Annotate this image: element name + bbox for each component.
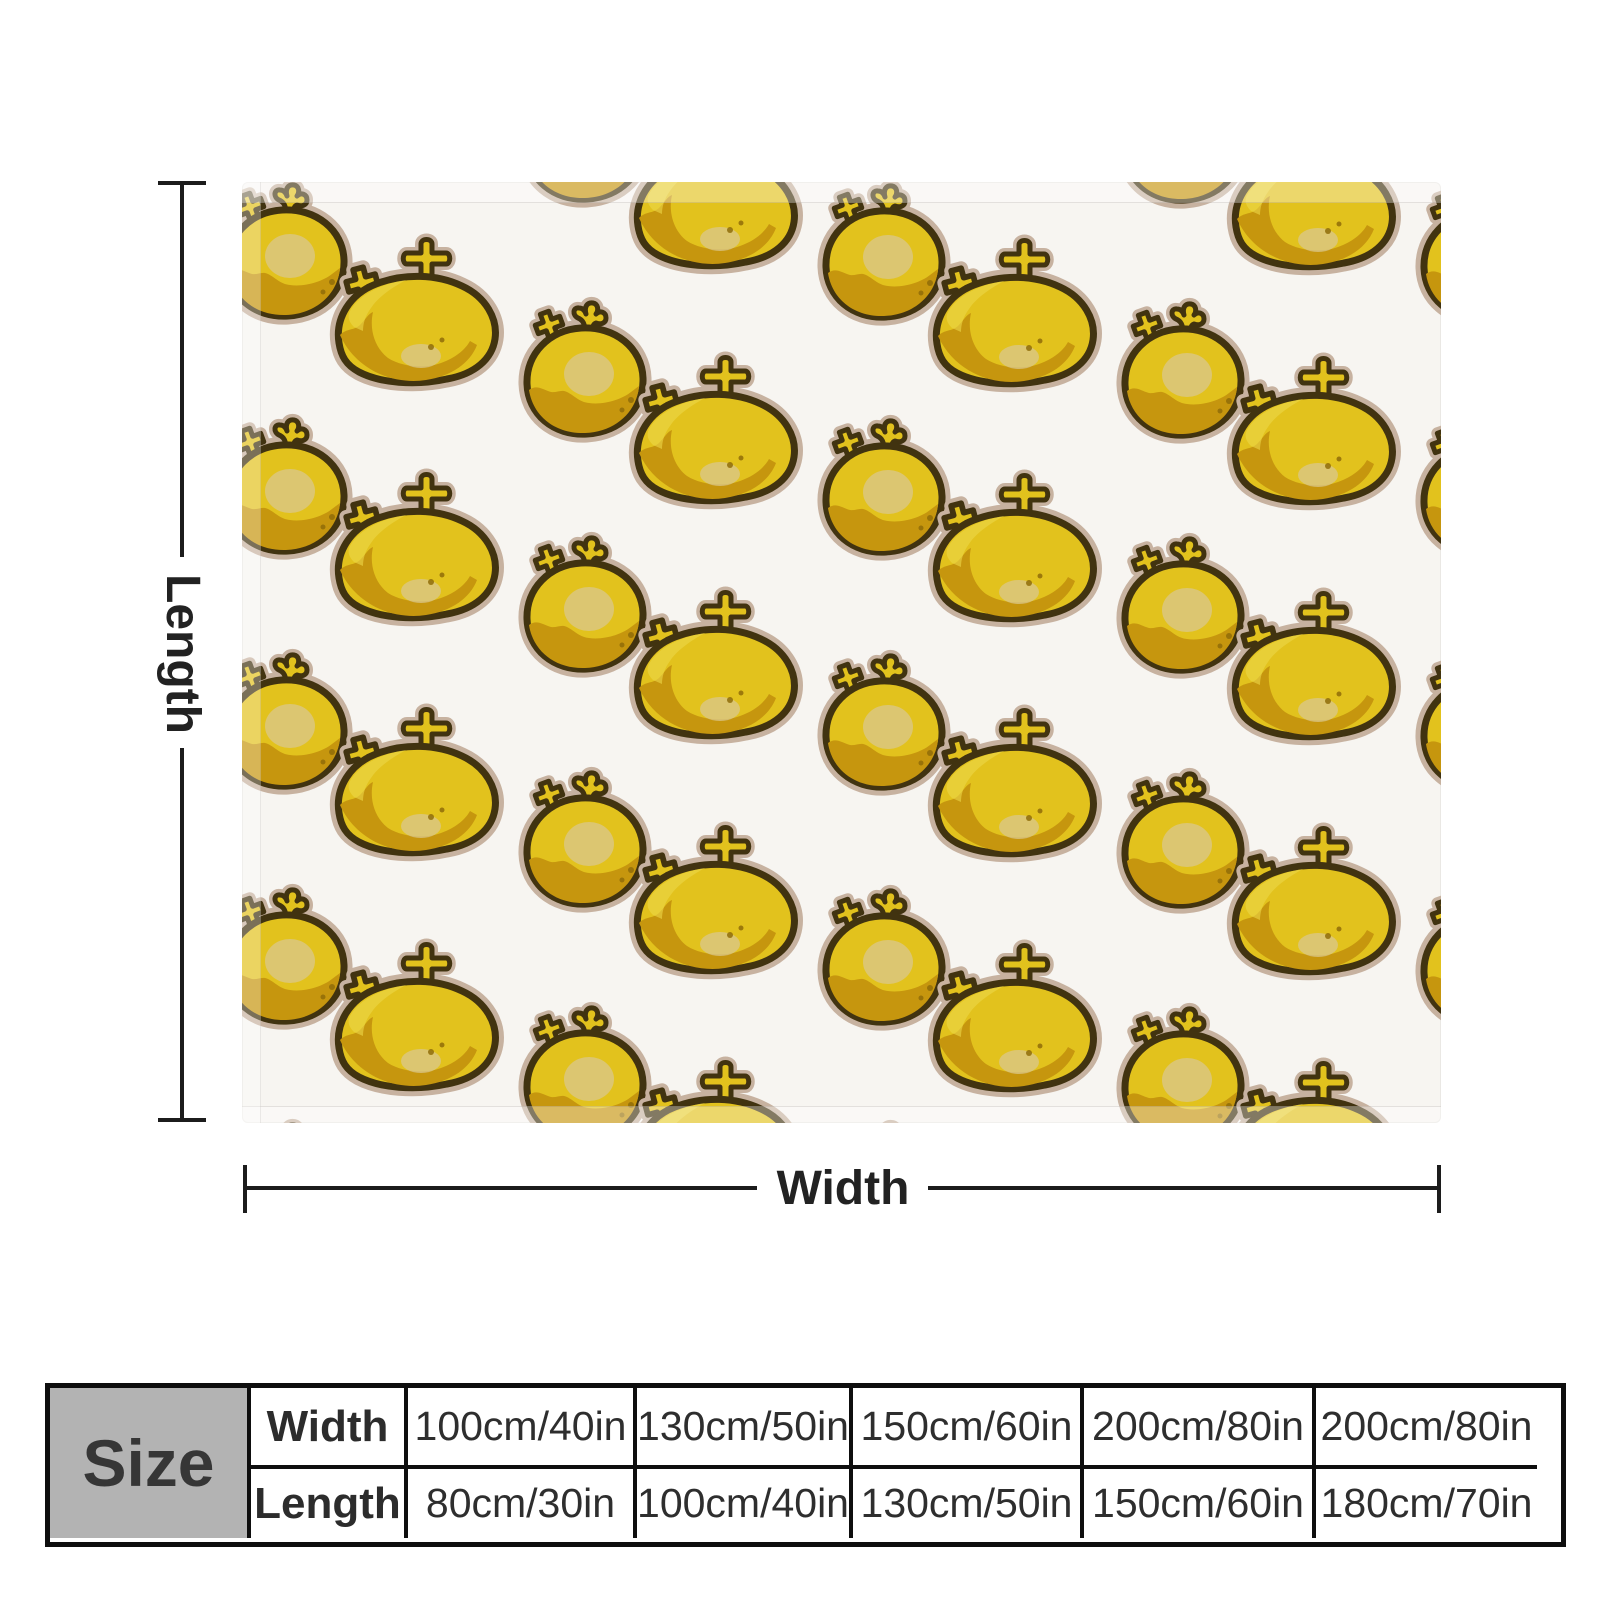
blanket-preview: [242, 182, 1441, 1123]
width-label: Width: [776, 1162, 910, 1215]
size-chart-table: Size Width 100cm/40in 130cm/50in 150cm/6…: [45, 1383, 1566, 1547]
table-header-length: Length: [247, 1465, 404, 1538]
length-cap-bottom: [158, 1118, 206, 1122]
table-cell: 180cm/70in: [1312, 1465, 1537, 1538]
width-cap-right: [1437, 1165, 1441, 1213]
table-corner-size: Size: [50, 1388, 247, 1538]
table-cell: 200cm/80in: [1312, 1388, 1537, 1465]
length-line-upper: [180, 183, 184, 557]
table-cell: 130cm/50in: [633, 1388, 849, 1465]
table-cell: 100cm/40in: [404, 1388, 633, 1465]
length-line-lower: [180, 748, 184, 1122]
table-cell: 200cm/80in: [1080, 1388, 1312, 1465]
table-cell: 130cm/50in: [849, 1465, 1080, 1538]
cross-stem-fruit-pattern: [242, 182, 1441, 1123]
width-line-right: [928, 1186, 1438, 1190]
length-label: Length: [156, 574, 209, 734]
table-header-width: Width: [247, 1388, 404, 1465]
table-cell: 100cm/40in: [633, 1465, 849, 1538]
table-cell: 80cm/30in: [404, 1465, 633, 1538]
table-cell: 150cm/60in: [849, 1388, 1080, 1465]
table-cell: 150cm/60in: [1080, 1465, 1312, 1538]
width-line-left: [245, 1186, 757, 1190]
